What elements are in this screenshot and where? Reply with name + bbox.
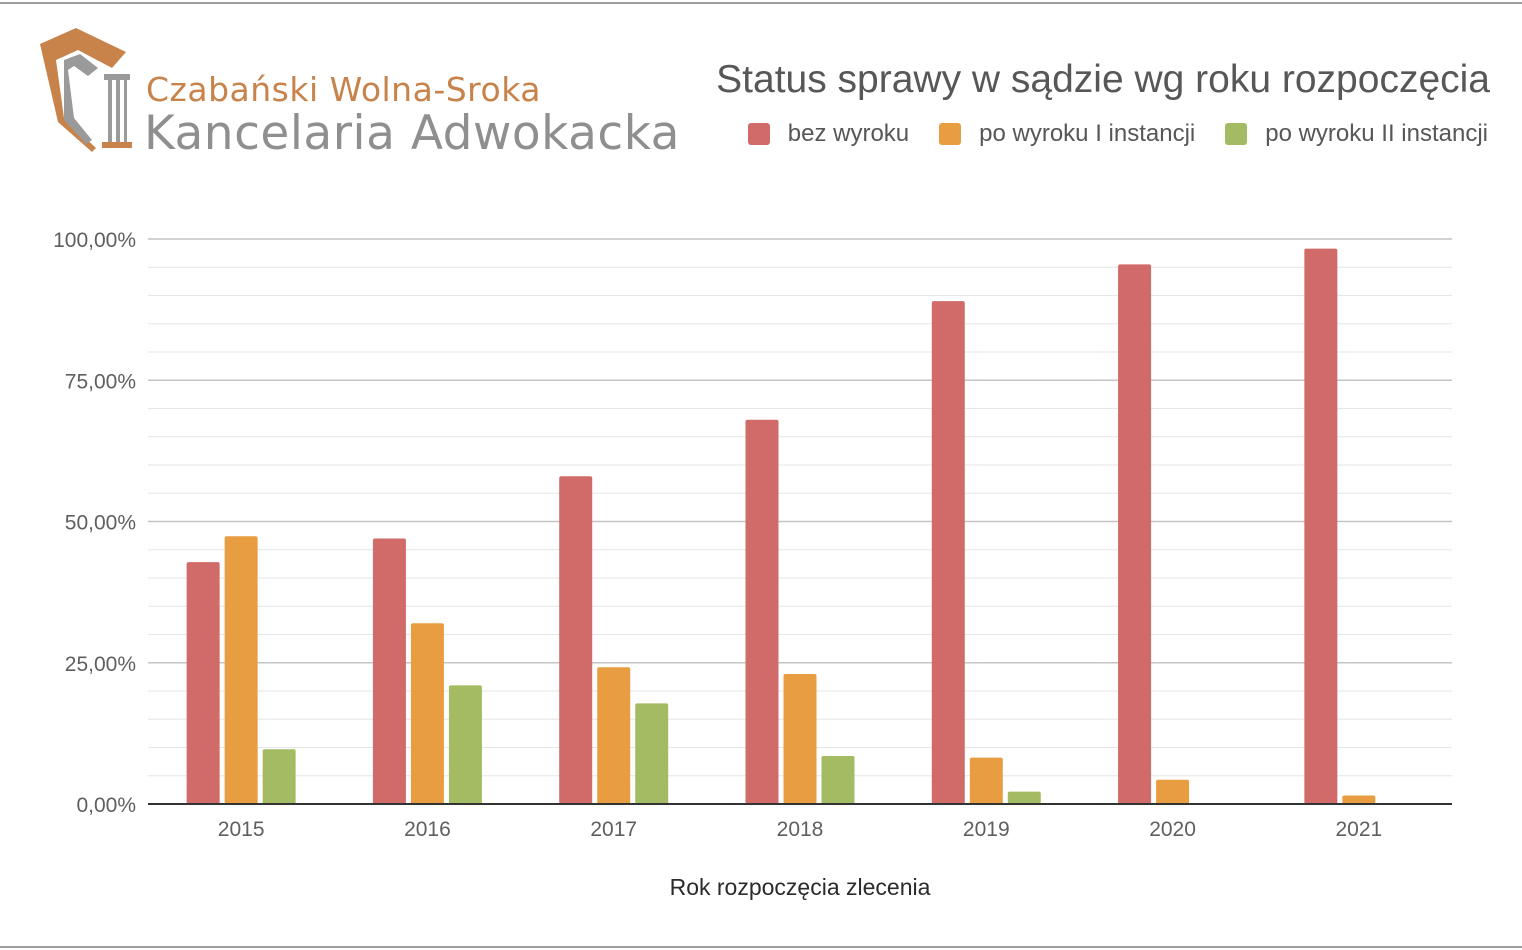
x-tick-label: 2017 bbox=[590, 818, 637, 841]
bar-2017-series-1 bbox=[597, 667, 631, 804]
bar-2019-series-2 bbox=[1007, 791, 1041, 804]
x-tick-label: 2015 bbox=[218, 818, 265, 841]
y-tick-label: 50,00% bbox=[65, 512, 136, 535]
x-tick-label: 2016 bbox=[404, 818, 451, 841]
legend-swatch bbox=[1225, 123, 1248, 145]
legend-label: bez wyroku bbox=[787, 120, 910, 147]
legend-item-po-wyroku-i: po wyroku I instancji bbox=[939, 120, 1195, 148]
legend-label: po wyroku I instancji bbox=[979, 120, 1196, 147]
bar-2017-series-2 bbox=[635, 703, 669, 804]
bar-2021-series-1 bbox=[1342, 795, 1376, 804]
logo-firm-name: Czabański Wolna-Sroka bbox=[146, 70, 541, 109]
y-tick-label: 0,00% bbox=[76, 794, 136, 817]
legend-label: po wyroku II instancji bbox=[1265, 120, 1488, 147]
bar-2016-series-1 bbox=[410, 623, 444, 804]
company-logo: Czabański Wolna-Sroka Kancelaria Adwokac… bbox=[34, 22, 694, 162]
bar-2015-series-0 bbox=[186, 562, 220, 804]
bar-2019-series-1 bbox=[969, 757, 1003, 804]
y-tick-label: 100,00% bbox=[53, 229, 136, 252]
top-border bbox=[0, 2, 1522, 4]
legend-swatch bbox=[939, 123, 962, 145]
bar-2020-series-1 bbox=[1156, 779, 1190, 804]
legend: bez wyroku po wyroku I instancji po wyro… bbox=[747, 120, 1488, 148]
bar-2017-series-0 bbox=[559, 476, 593, 804]
y-axis-ticks: 0,00% 25,00% 50,00% 75,00% 100,00% bbox=[53, 229, 136, 817]
x-tick-label: 2020 bbox=[1149, 818, 1196, 841]
x-tick-label: 2018 bbox=[777, 818, 824, 841]
x-axis-ticks: 2015 2016 2017 2018 2019 2020 2021 bbox=[218, 818, 1382, 841]
y-tick-label: 25,00% bbox=[65, 653, 136, 676]
bar-2020-series-0 bbox=[1118, 264, 1152, 804]
legend-swatch bbox=[747, 123, 770, 145]
bar-2015-series-1 bbox=[224, 536, 258, 804]
bar-2016-series-0 bbox=[372, 538, 406, 804]
x-tick-label: 2021 bbox=[1335, 818, 1382, 841]
logo-firm-type: Kancelaria Adwokacka bbox=[144, 106, 680, 161]
bar-2018-series-1 bbox=[783, 674, 817, 804]
legend-item-po-wyroku-ii: po wyroku II instancji bbox=[1225, 120, 1488, 148]
bar-2016-series-2 bbox=[448, 685, 482, 804]
x-tick-label: 2019 bbox=[963, 818, 1010, 841]
legend-item-bez-wyroku: bez wyroku bbox=[747, 120, 910, 148]
shield-column-icon bbox=[40, 28, 132, 152]
bar-2021-series-0 bbox=[1304, 248, 1338, 805]
bars bbox=[186, 248, 1376, 805]
y-tick-label: 75,00% bbox=[65, 370, 136, 393]
bar-2018-series-2 bbox=[821, 755, 855, 804]
bar-2015-series-2 bbox=[262, 749, 296, 804]
chart-title: Status sprawy w sądzie wg roku rozpoczęc… bbox=[716, 58, 1490, 101]
bottom-border bbox=[0, 946, 1522, 948]
bar-2018-series-0 bbox=[745, 419, 779, 804]
x-axis-label: Rok rozpoczęcia zlecenia bbox=[670, 874, 931, 900]
bar-2019-series-0 bbox=[931, 301, 965, 804]
